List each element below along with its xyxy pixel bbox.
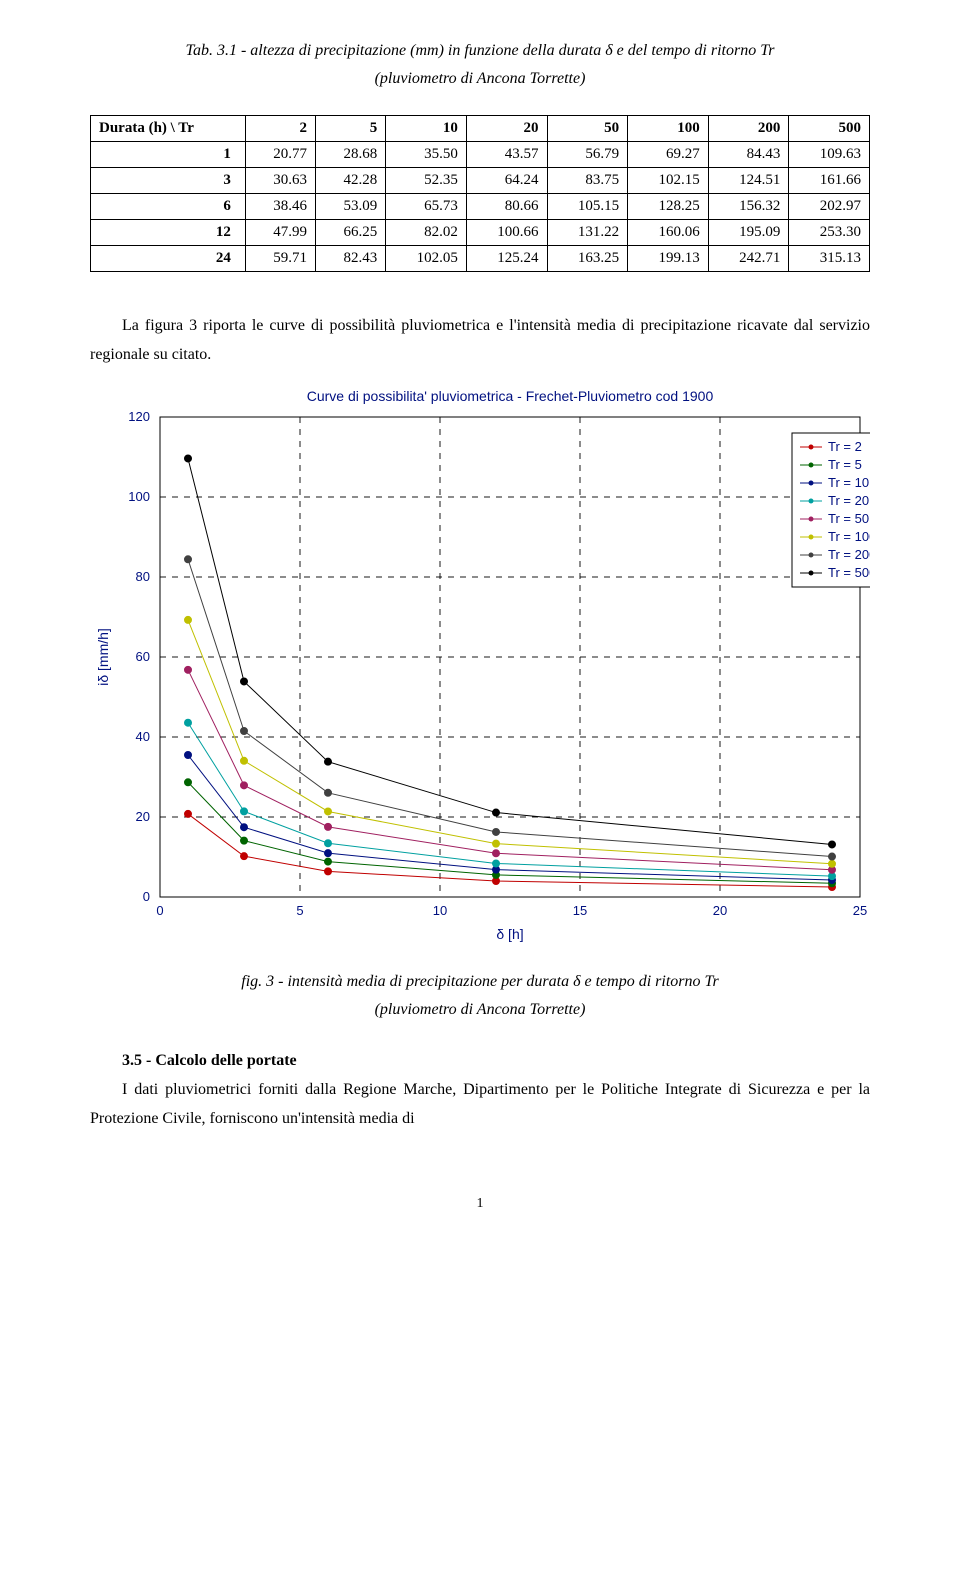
cell-value: 253.30 <box>789 219 870 245</box>
cell-value: 69.27 <box>628 141 709 167</box>
cell-value: 83.75 <box>547 167 628 193</box>
col-header-tr: 10 <box>386 115 467 141</box>
svg-text:20: 20 <box>713 903 727 918</box>
paragraph-section: I dati pluviometrici forniti dalla Regio… <box>90 1076 870 1134</box>
figure-caption: fig. 3 - intensità media di precipitazio… <box>90 971 870 993</box>
cell-value: 59.71 <box>245 245 315 271</box>
svg-text:40: 40 <box>136 729 150 744</box>
cell-value: 56.79 <box>547 141 628 167</box>
svg-text:Tr = 200: Tr = 200 <box>828 547 870 562</box>
cell-value: 199.13 <box>628 245 709 271</box>
table-body: 120.7728.6835.5043.5756.7969.2784.43109.… <box>91 141 870 271</box>
cell-value: 65.73 <box>386 193 467 219</box>
col-header-tr: 50 <box>547 115 628 141</box>
chart-container: Curve di possibilita' pluviometrica - Fr… <box>90 387 870 954</box>
col-header-tr: 2 <box>245 115 315 141</box>
intensity-chart: Curve di possibilita' pluviometrica - Fr… <box>90 387 870 947</box>
cell-value: 42.28 <box>316 167 386 193</box>
cell-value: 43.57 <box>466 141 547 167</box>
cell-value: 202.97 <box>789 193 870 219</box>
svg-text:10: 10 <box>433 903 447 918</box>
table-row: 120.7728.6835.5043.5756.7969.2784.43109.… <box>91 141 870 167</box>
svg-text:Tr = 2: Tr = 2 <box>828 439 862 454</box>
cell-value: 105.15 <box>547 193 628 219</box>
svg-text:δ [h]: δ [h] <box>496 926 523 942</box>
svg-text:120: 120 <box>128 409 150 424</box>
cell-value: 160.06 <box>628 219 709 245</box>
cell-value: 102.15 <box>628 167 709 193</box>
cell-value: 109.63 <box>789 141 870 167</box>
table-row: 2459.7182.43102.05125.24163.25199.13242.… <box>91 245 870 271</box>
paragraph-intro: La figura 3 riporta le curve di possibil… <box>90 312 870 370</box>
svg-text:0: 0 <box>156 903 163 918</box>
cell-value: 242.71 <box>708 245 789 271</box>
cell-value: 131.22 <box>547 219 628 245</box>
cell-value: 35.50 <box>386 141 467 167</box>
svg-text:0: 0 <box>143 889 150 904</box>
svg-text:Tr = 50: Tr = 50 <box>828 511 869 526</box>
cell-value: 47.99 <box>245 219 315 245</box>
cell-value: 161.66 <box>789 167 870 193</box>
cell-value: 52.35 <box>386 167 467 193</box>
table-row: 330.6342.2852.3564.2483.75102.15124.5116… <box>91 167 870 193</box>
table-header-row: Durata (h) \ Tr25102050100200500 <box>91 115 870 141</box>
col-header-tr: 100 <box>628 115 709 141</box>
cell-value: 163.25 <box>547 245 628 271</box>
cell-value: 125.24 <box>466 245 547 271</box>
svg-text:Tr = 10: Tr = 10 <box>828 475 869 490</box>
cell-durata: 24 <box>91 245 246 271</box>
table-row: 638.4653.0965.7380.66105.15128.25156.322… <box>91 193 870 219</box>
svg-text:25: 25 <box>853 903 867 918</box>
figure-caption-sub: (pluviometro di Ancona Torrette) <box>90 999 870 1021</box>
cell-value: 315.13 <box>789 245 870 271</box>
cell-durata: 1 <box>91 141 246 167</box>
cell-value: 66.25 <box>316 219 386 245</box>
cell-value: 82.02 <box>386 219 467 245</box>
svg-text:5: 5 <box>296 903 303 918</box>
col-header-tr: 5 <box>316 115 386 141</box>
table-row: 1247.9966.2582.02100.66131.22160.06195.0… <box>91 219 870 245</box>
cell-durata: 12 <box>91 219 246 245</box>
cell-value: 102.05 <box>386 245 467 271</box>
svg-text:100: 100 <box>128 489 150 504</box>
cell-value: 156.32 <box>708 193 789 219</box>
svg-text:Curve di possibilita' pluviome: Curve di possibilita' pluviometrica - Fr… <box>307 388 714 404</box>
table-caption: Tab. 3.1 - altezza di precipitazione (mm… <box>90 40 870 62</box>
cell-value: 30.63 <box>245 167 315 193</box>
section-heading: 3.5 - Calcolo delle portate <box>90 1050 870 1072</box>
svg-text:Tr = 100: Tr = 100 <box>828 529 870 544</box>
svg-text:iδ [mm/h]: iδ [mm/h] <box>95 629 111 687</box>
page-number: 1 <box>90 1194 870 1214</box>
cell-value: 84.43 <box>708 141 789 167</box>
cell-value: 124.51 <box>708 167 789 193</box>
col-header-tr: 500 <box>789 115 870 141</box>
svg-text:60: 60 <box>136 649 150 664</box>
svg-text:20: 20 <box>136 809 150 824</box>
cell-value: 64.24 <box>466 167 547 193</box>
col-header-durata: Durata (h) \ Tr <box>91 115 246 141</box>
cell-value: 128.25 <box>628 193 709 219</box>
cell-durata: 6 <box>91 193 246 219</box>
svg-text:Tr = 5: Tr = 5 <box>828 457 862 472</box>
precip-table: Durata (h) \ Tr25102050100200500 120.772… <box>90 115 870 272</box>
table-caption-sub: (pluviometro di Ancona Torrette) <box>90 68 870 90</box>
cell-value: 82.43 <box>316 245 386 271</box>
col-header-tr: 20 <box>466 115 547 141</box>
svg-text:15: 15 <box>573 903 587 918</box>
cell-value: 20.77 <box>245 141 315 167</box>
cell-value: 53.09 <box>316 193 386 219</box>
col-header-tr: 200 <box>708 115 789 141</box>
svg-text:80: 80 <box>136 569 150 584</box>
cell-value: 38.46 <box>245 193 315 219</box>
cell-value: 80.66 <box>466 193 547 219</box>
cell-value: 195.09 <box>708 219 789 245</box>
svg-text:Tr = 500: Tr = 500 <box>828 565 870 580</box>
cell-durata: 3 <box>91 167 246 193</box>
svg-text:Tr = 20: Tr = 20 <box>828 493 869 508</box>
cell-value: 100.66 <box>466 219 547 245</box>
cell-value: 28.68 <box>316 141 386 167</box>
